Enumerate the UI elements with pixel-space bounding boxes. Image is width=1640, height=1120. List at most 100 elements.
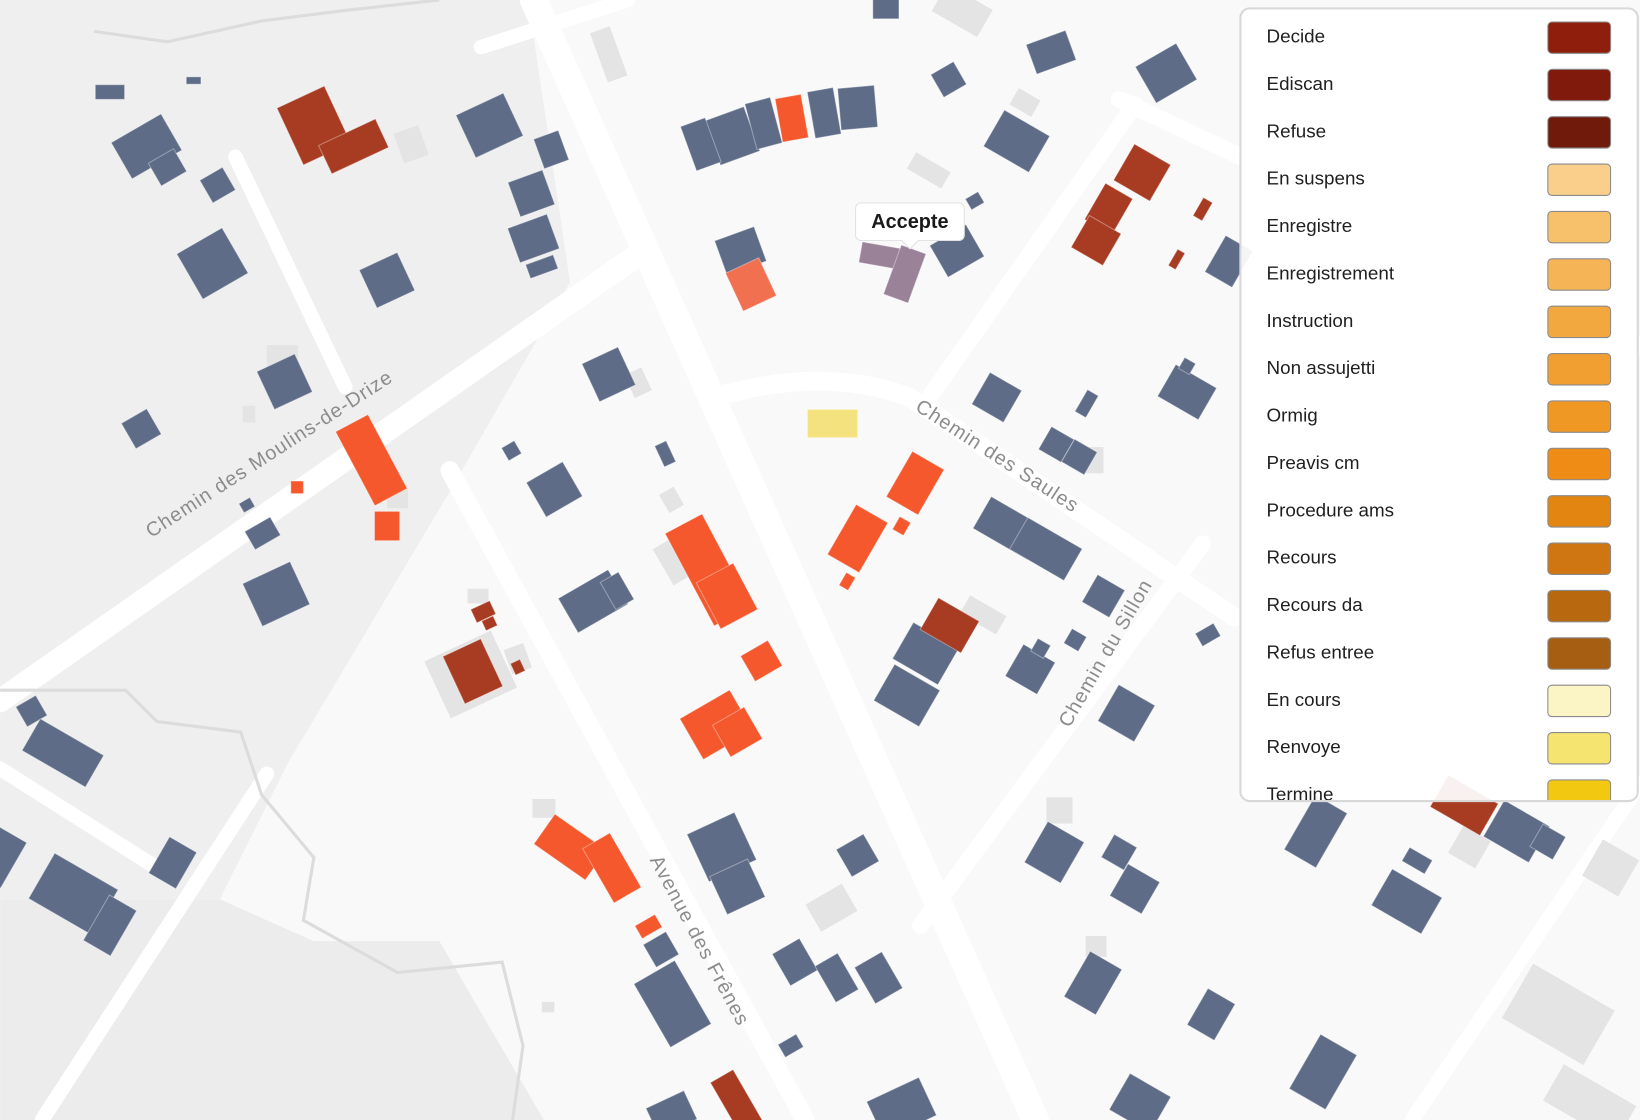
building[interactable] [500, 440, 523, 462]
building[interactable] [1112, 143, 1172, 202]
building[interactable] [930, 60, 968, 99]
building[interactable] [1134, 42, 1198, 104]
building[interactable] [1108, 1072, 1172, 1120]
building[interactable] [373, 510, 401, 542]
building[interactable] [1070, 214, 1122, 267]
building[interactable] [642, 930, 680, 969]
building[interactable] [724, 257, 778, 312]
building[interactable] [1008, 516, 1083, 582]
building[interactable] [806, 408, 859, 439]
building[interactable] [695, 562, 759, 630]
building[interactable] [835, 833, 880, 878]
building[interactable] [470, 600, 497, 624]
building[interactable] [243, 516, 282, 551]
building[interactable] [1370, 868, 1443, 935]
building[interactable] [256, 353, 314, 411]
building[interactable] [853, 951, 904, 1005]
building[interactable] [1023, 820, 1085, 884]
building[interactable] [581, 832, 642, 904]
building[interactable] [771, 937, 819, 987]
building[interactable] [872, 663, 941, 728]
building[interactable] [175, 227, 249, 300]
legend-swatch [1547, 400, 1612, 433]
building[interactable] [806, 86, 842, 139]
building[interactable] [334, 413, 408, 507]
building[interactable] [814, 952, 860, 1004]
building[interactable] [15, 694, 48, 728]
building[interactable] [94, 84, 126, 100]
building[interactable] [1074, 388, 1100, 419]
building[interactable] [633, 959, 712, 1049]
building[interactable] [1156, 363, 1218, 421]
building[interactable] [1029, 637, 1052, 660]
building[interactable] [865, 1076, 938, 1120]
building[interactable] [599, 571, 635, 611]
building[interactable] [509, 658, 526, 676]
building[interactable] [653, 440, 677, 468]
building[interactable] [744, 96, 783, 151]
tooltip-box [855, 202, 965, 250]
building[interactable] [774, 93, 810, 143]
building[interactable] [241, 560, 311, 628]
building[interactable] [199, 166, 237, 204]
building[interactable] [964, 190, 985, 211]
building[interactable] [506, 213, 561, 264]
building[interactable] [1063, 950, 1123, 1016]
building[interactable] [1192, 196, 1214, 222]
building[interactable] [1167, 248, 1186, 271]
building[interactable] [581, 346, 637, 403]
building[interactable] [1109, 863, 1161, 915]
building[interactable] [525, 461, 584, 518]
building[interactable] [709, 1068, 766, 1120]
building[interactable] [455, 92, 524, 159]
building[interactable] [120, 408, 163, 450]
building[interactable] [739, 639, 784, 683]
building[interactable] [290, 480, 304, 495]
building[interactable] [971, 371, 1023, 424]
road [712, 371, 1244, 627]
building[interactable] [1025, 29, 1077, 75]
building[interactable] [837, 84, 879, 131]
building[interactable] [708, 858, 766, 916]
building[interactable] [1283, 794, 1348, 869]
building[interactable] [872, 0, 900, 20]
building[interactable] [645, 1089, 698, 1120]
building[interactable] [982, 109, 1051, 174]
building[interactable] [826, 503, 889, 574]
building[interactable] [1081, 573, 1126, 619]
building[interactable] [442, 638, 504, 705]
building[interactable] [1186, 987, 1236, 1042]
building[interactable] [891, 515, 912, 537]
building[interactable] [0, 826, 28, 889]
building[interactable] [532, 129, 570, 170]
building[interactable] [1063, 627, 1088, 653]
building[interactable] [1097, 683, 1156, 743]
building[interactable] [21, 718, 105, 788]
building[interactable] [524, 254, 559, 280]
building[interactable] [711, 706, 764, 758]
building[interactable] [882, 244, 927, 304]
building[interactable] [919, 597, 980, 654]
building[interactable] [480, 615, 499, 632]
building[interactable] [507, 169, 556, 218]
building[interactable] [147, 836, 198, 890]
building[interactable] [358, 251, 416, 309]
building[interactable] [1401, 846, 1434, 875]
building[interactable] [1100, 833, 1138, 871]
building[interactable] [185, 76, 202, 85]
building[interactable] [885, 450, 945, 516]
building[interactable] [1177, 356, 1197, 376]
building[interactable] [238, 496, 256, 514]
building[interactable] [82, 894, 138, 957]
building[interactable] [147, 147, 188, 187]
building[interactable] [777, 1033, 805, 1059]
building[interactable] [1037, 425, 1075, 464]
building[interactable] [1060, 438, 1098, 476]
building[interactable] [1194, 622, 1222, 648]
building[interactable] [838, 571, 857, 592]
building[interactable] [634, 913, 663, 940]
building[interactable] [317, 118, 390, 175]
building[interactable] [1529, 823, 1567, 861]
building[interactable] [679, 117, 722, 172]
building[interactable] [1288, 1033, 1358, 1111]
